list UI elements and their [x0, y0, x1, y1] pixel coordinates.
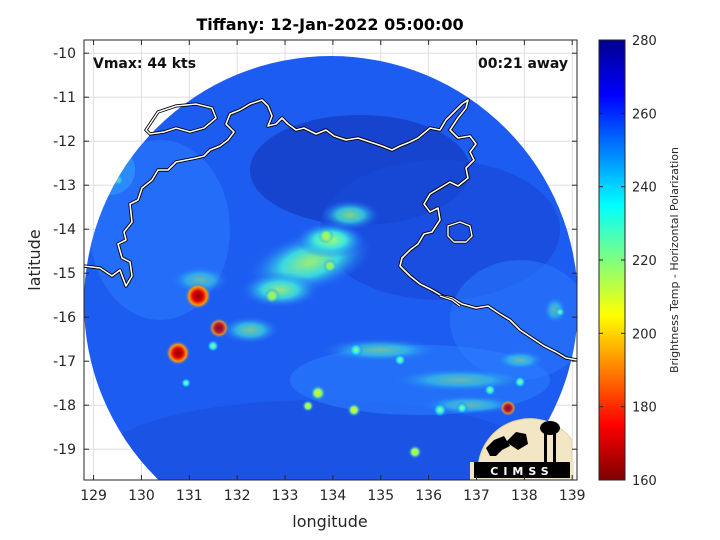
cold-cell	[349, 343, 363, 357]
y-tick-label: -13	[53, 178, 76, 194]
y-axis-label: latitude	[25, 229, 44, 290]
y-tick-label: -12	[53, 134, 76, 150]
x-tick-label: 134	[320, 488, 347, 504]
cold-cell	[302, 400, 314, 412]
x-axis-label: longitude	[292, 512, 367, 531]
colorbar-tick-label: 280	[632, 34, 657, 49]
island-outline	[447, 221, 473, 243]
x-tick-label: 139	[559, 488, 586, 504]
cold-cell	[181, 378, 191, 388]
y-tick-label: -10	[53, 46, 76, 62]
x-tick-label: 131	[176, 488, 203, 504]
spiral-band	[240, 272, 320, 308]
cold-cell	[394, 354, 406, 366]
cold-cell	[323, 259, 337, 273]
logo-text: CIMSS	[490, 465, 553, 478]
vmax-annotation: Vmax: 44 kts	[93, 56, 196, 72]
coastline-path	[84, 99, 577, 361]
colorbar-gradient	[598, 39, 626, 481]
coastline	[84, 98, 577, 362]
south-dark-region	[100, 400, 540, 480]
chart-title: Tiffany: 12-Jan-2022 05:00:00	[196, 15, 463, 34]
cold-cell	[166, 341, 190, 365]
x-tick-label: 132	[224, 488, 251, 504]
colorbar-tick-label: 260	[632, 107, 657, 122]
y-tick-label: -11	[53, 90, 76, 106]
x-axis-ticks: 129 130 131 132 133 134 135 136 137 138 139	[80, 40, 586, 504]
y-tick-label: -16	[53, 310, 76, 326]
cold-cell	[500, 400, 516, 416]
logo-antenna-icon	[486, 436, 510, 456]
spiral-band	[320, 200, 380, 230]
island-outline	[439, 295, 461, 307]
logo-tower-icon	[553, 432, 556, 462]
logo-tower-icon	[544, 432, 547, 462]
spiral-band	[170, 266, 230, 294]
cold-cell	[185, 283, 211, 309]
spiral-band	[220, 316, 280, 344]
colorbar-tick-label: 240	[632, 181, 657, 196]
axes-frame	[83, 39, 578, 481]
y-tick-label: -17	[53, 354, 76, 370]
rain-band	[320, 338, 440, 362]
time-away-annotation: 00:21 away	[478, 56, 568, 72]
cold-cell	[408, 445, 422, 459]
x-tick-label: 130	[128, 488, 155, 504]
colorbar: 280 260 240 220 200 180 160 Brightness Temp - …	[598, 34, 681, 489]
cold-cell	[318, 228, 334, 244]
colorbar-tick-label: 180	[632, 401, 657, 416]
colorbar-tick-label: 220	[632, 254, 657, 269]
y-tick-label: -19	[53, 442, 76, 458]
colorbar-ticks: 280 260 240 220 200 180 160	[599, 34, 657, 489]
cold-cell	[207, 340, 219, 352]
cold-cell	[514, 376, 526, 388]
cimss-logo: CIMSS	[470, 418, 574, 480]
rain-band	[543, 296, 567, 324]
rain-band	[495, 350, 545, 370]
rain-band	[390, 368, 530, 392]
x-tick-label: 133	[272, 488, 299, 504]
cold-cell	[555, 307, 565, 317]
logo-band	[474, 462, 570, 478]
cold-cell	[456, 402, 468, 414]
x-tick-label: 135	[367, 488, 394, 504]
x-tick-label: 136	[415, 488, 442, 504]
cold-cell	[484, 384, 496, 396]
cold-cell	[209, 318, 229, 338]
colorbar-tick-label: 200	[632, 327, 657, 342]
cold-cell	[264, 288, 280, 304]
logo-tank-icon	[540, 421, 560, 435]
colorbar-tick-label: 160	[632, 474, 657, 489]
x-tick-label: 138	[511, 488, 538, 504]
y-axis-ticks: -10 -11 -12 -13 -14 -15 -16 -17 -18 -19	[53, 46, 577, 458]
x-tick-label: 129	[80, 488, 107, 504]
logo-antenna-icon	[506, 432, 528, 450]
x-tick-label: 137	[463, 488, 490, 504]
cold-cell	[347, 403, 361, 417]
cold-cell	[433, 403, 447, 417]
cold-cell	[310, 385, 326, 401]
island-outline	[145, 103, 217, 135]
colorbar-label: Brightness Temp - Horizontal Polarizatio…	[668, 147, 681, 373]
y-tick-label: -14	[53, 222, 76, 238]
y-tick-label: -15	[53, 266, 76, 282]
brightness-swath	[84, 56, 577, 480]
y-tick-label: -18	[53, 398, 76, 414]
